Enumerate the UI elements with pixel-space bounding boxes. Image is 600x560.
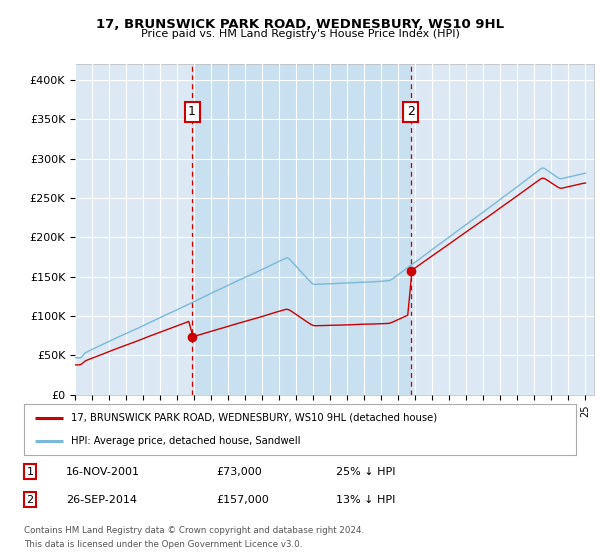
Text: 2: 2 — [26, 494, 34, 505]
Text: 17, BRUNSWICK PARK ROAD, WEDNESBURY, WS10 9HL (detached house): 17, BRUNSWICK PARK ROAD, WEDNESBURY, WS1… — [71, 413, 437, 423]
Text: 25% ↓ HPI: 25% ↓ HPI — [336, 466, 395, 477]
Text: 1: 1 — [26, 466, 34, 477]
Bar — [192, 64, 411, 395]
Text: 17, BRUNSWICK PARK ROAD, WEDNESBURY, WS10 9HL: 17, BRUNSWICK PARK ROAD, WEDNESBURY, WS1… — [96, 18, 504, 31]
Text: HPI: Average price, detached house, Sandwell: HPI: Average price, detached house, Sand… — [71, 436, 301, 446]
Text: This data is licensed under the Open Government Licence v3.0.: This data is licensed under the Open Gov… — [24, 540, 302, 549]
Text: £73,000: £73,000 — [216, 466, 262, 477]
Text: Contains HM Land Registry data © Crown copyright and database right 2024.: Contains HM Land Registry data © Crown c… — [24, 526, 364, 535]
Text: Price paid vs. HM Land Registry's House Price Index (HPI): Price paid vs. HM Land Registry's House … — [140, 29, 460, 39]
Text: 16-NOV-2001: 16-NOV-2001 — [66, 466, 140, 477]
Text: 1: 1 — [188, 105, 196, 118]
Text: £157,000: £157,000 — [216, 494, 269, 505]
Text: 26-SEP-2014: 26-SEP-2014 — [66, 494, 137, 505]
Text: 2: 2 — [407, 105, 415, 118]
Text: 13% ↓ HPI: 13% ↓ HPI — [336, 494, 395, 505]
